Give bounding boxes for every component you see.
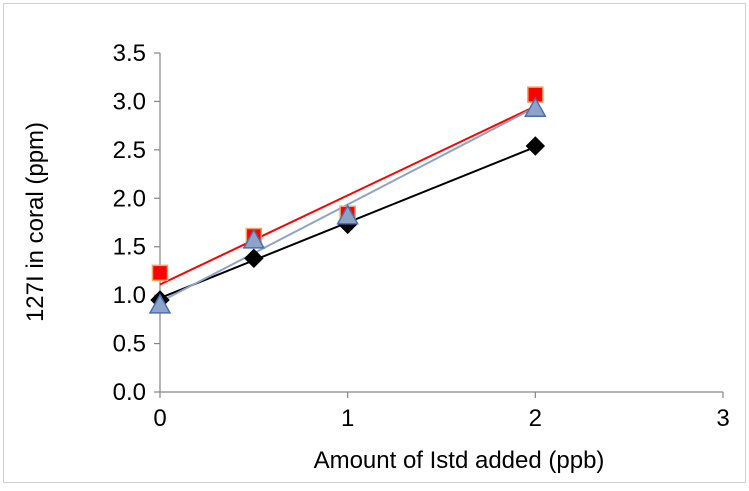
y-tick-label: 0.0 [113, 379, 146, 406]
x-axis-title: Amount of Istd added (ppb) [314, 447, 605, 474]
y-axis-title: 127I in coral (ppm) [22, 122, 49, 322]
y-tick-label: 1.5 [113, 234, 146, 261]
data-point-series-3 [242, 228, 266, 249]
axes-layer: 0.0 0.5 1.0 1.5 2.0 2.5 3.0 3.5 0 1 2 3 [113, 40, 730, 432]
data-point-series-2 [151, 264, 169, 282]
trendline-series-2 [159, 105, 536, 286]
y-tick-label: 3.0 [113, 88, 146, 115]
data-point-series-3 [524, 96, 547, 117]
x-tick-label: 1 [341, 405, 354, 432]
x-tick-label: 0 [153, 405, 166, 432]
data-point-series-1 [525, 136, 546, 156]
x-tick-label: 3 [716, 405, 729, 432]
markers-layer [148, 86, 547, 314]
y-tick-label: 2.0 [113, 185, 146, 212]
y-tick-label: 2.5 [113, 137, 146, 164]
y-tick-label: 3.5 [113, 40, 146, 67]
chart-area-border [3, 3, 746, 483]
y-tick-label: 0.5 [113, 331, 146, 358]
data-point-series-3 [148, 293, 172, 314]
data-point-series-1 [244, 248, 264, 269]
data-point-series-3 [336, 204, 359, 225]
y-tick-label: 1.0 [113, 282, 146, 309]
x-tick-label: 2 [529, 405, 542, 432]
